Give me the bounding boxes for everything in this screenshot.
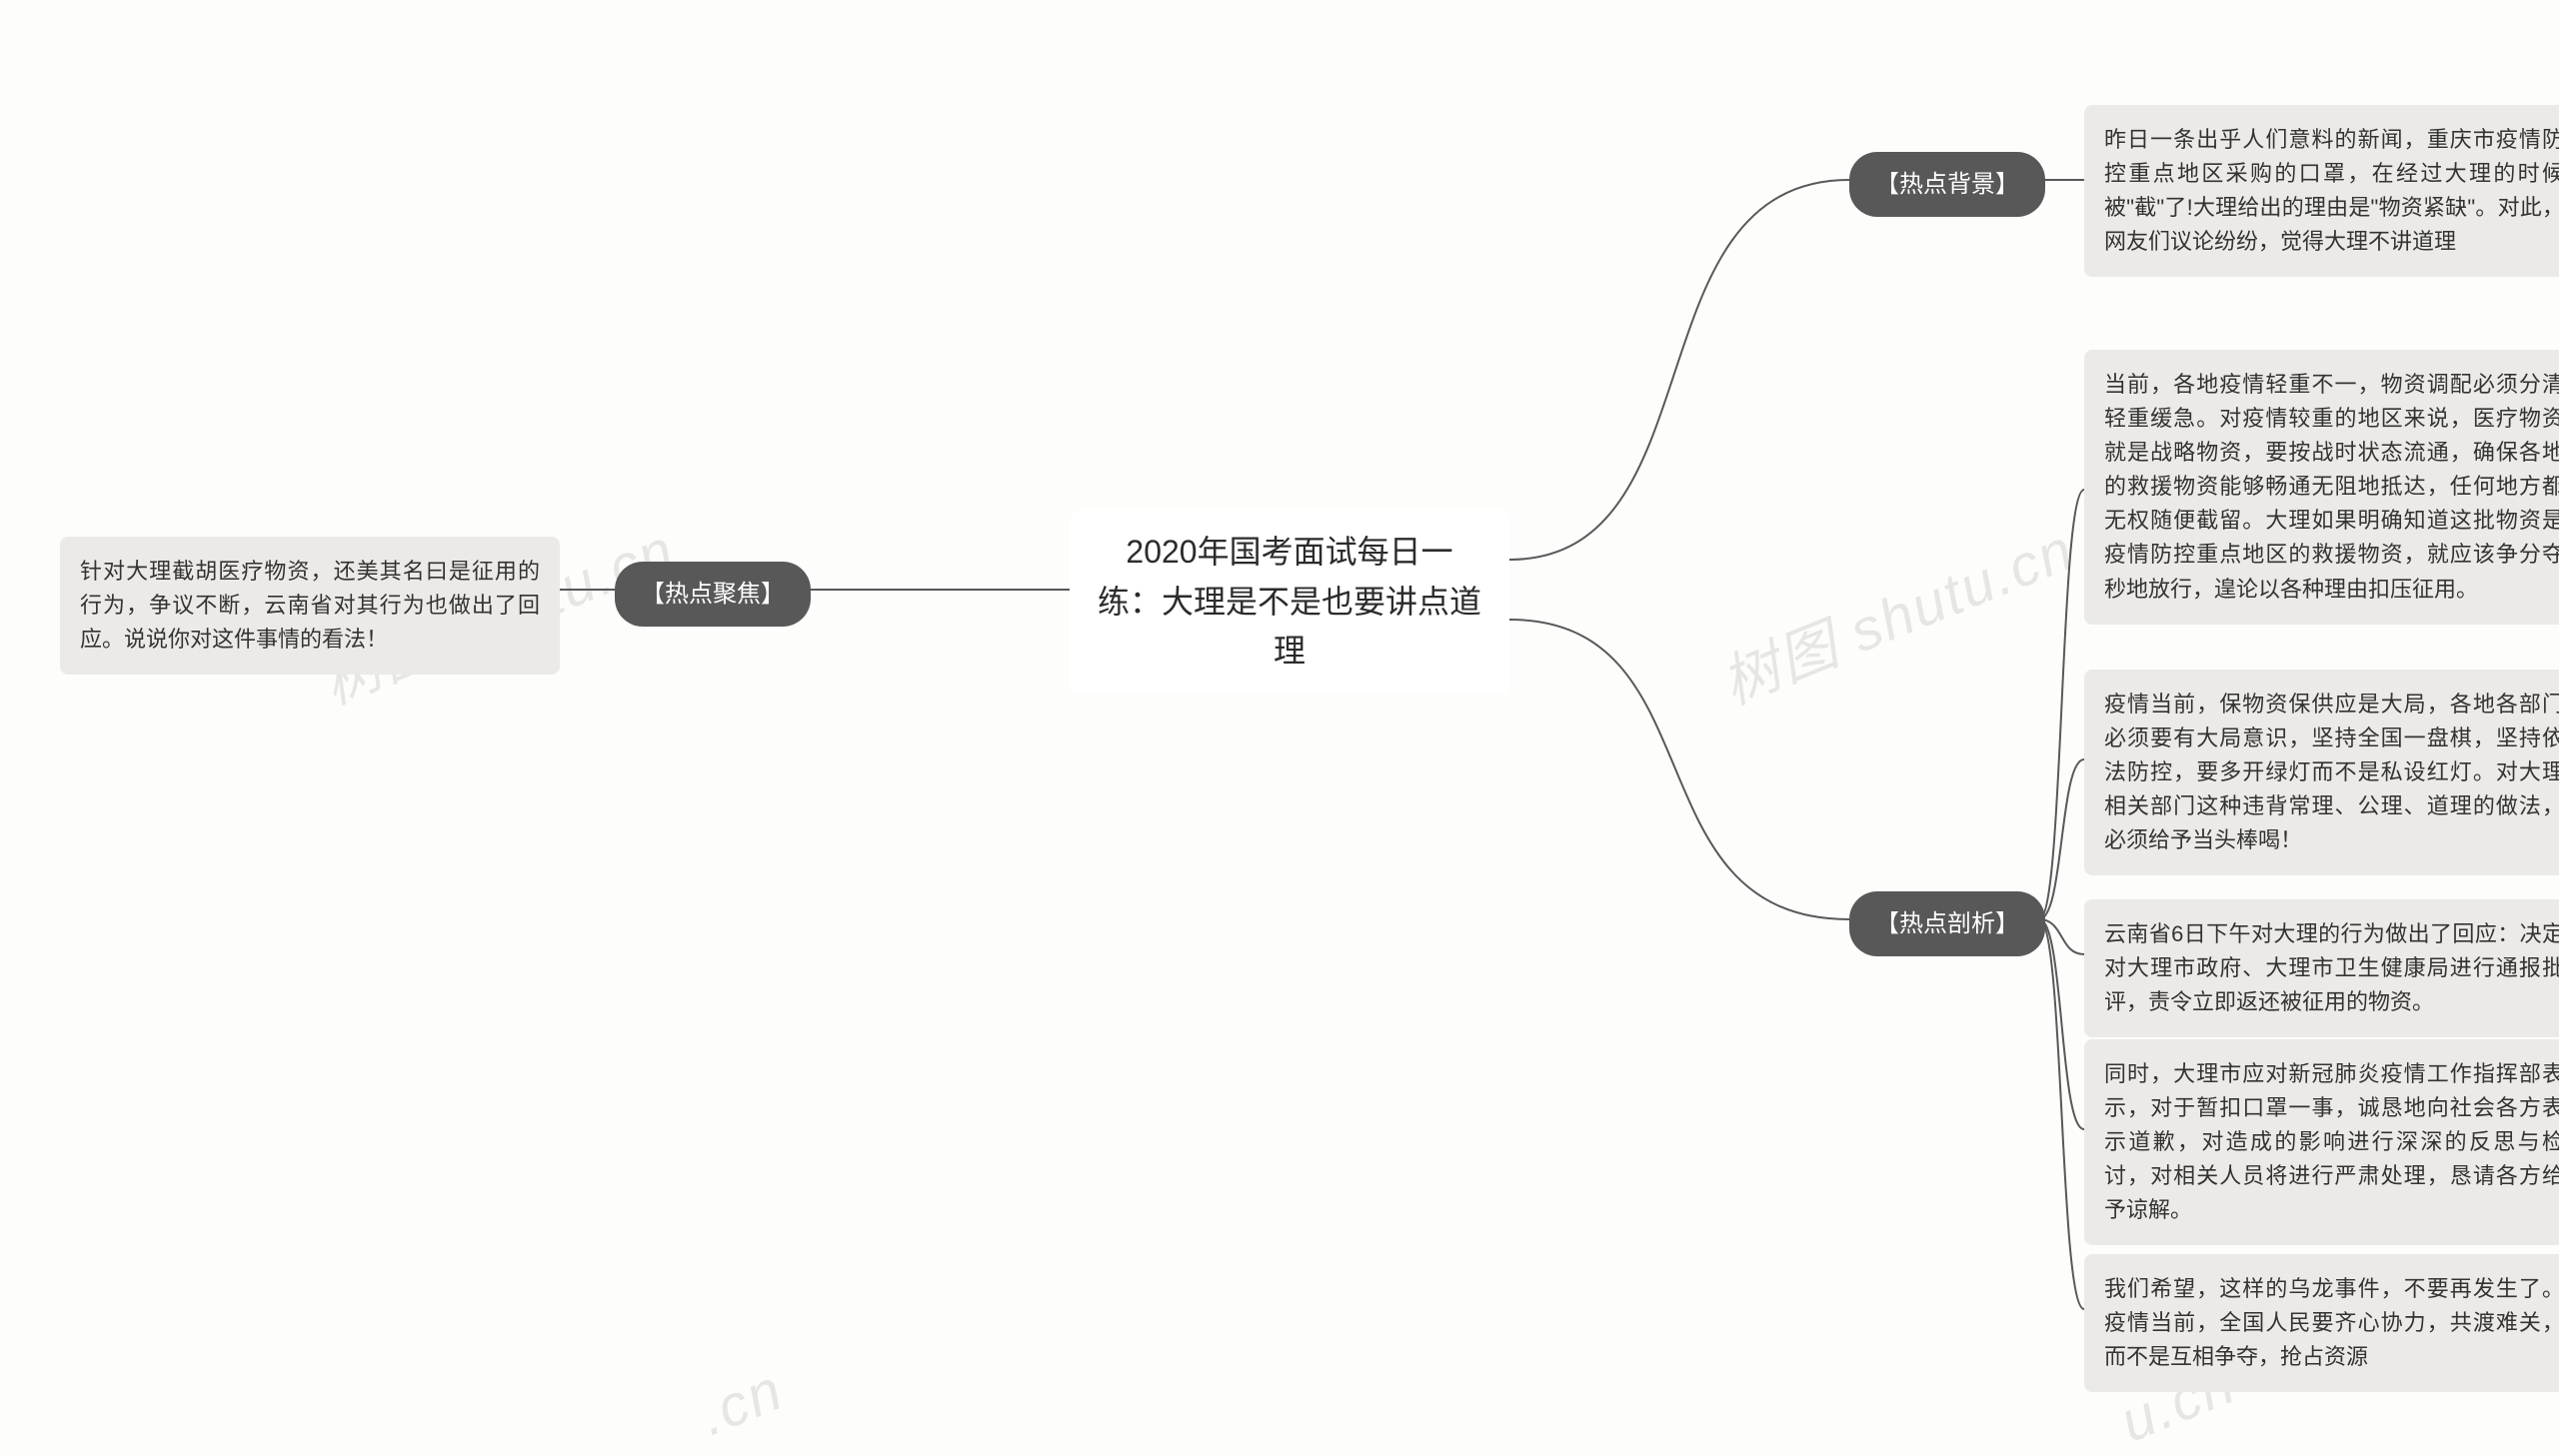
leaf-analysis-2[interactable]: 云南省6日下午对大理的行为做出了回应：决定对大理市政府、大理市卫生健康局进行通报… (2084, 899, 2559, 1037)
leaf-background-0[interactable]: 昨日一条出乎人们意料的新闻，重庆市疫情防控重点地区采购的口罩，在经过大理的时候被… (2084, 105, 2559, 277)
leaf-focus-0[interactable]: 针对大理截胡医疗物资，还美其名曰是征用的行为，争议不断，云南省对其行为也做出了回… (60, 537, 560, 675)
watermark: 树图 shutu.cn (1707, 503, 2085, 721)
branch-hotspot-background[interactable]: 【热点背景】 (1849, 152, 2045, 217)
leaf-analysis-1[interactable]: 疫情当前，保物资保供应是大局，各地各部门必须要有大局意识，坚持全国一盘棋，坚持依… (2084, 670, 2559, 875)
leaf-analysis-0[interactable]: 当前，各地疫情轻重不一，物资调配必须分清轻重缓急。对疫情较重的地区来说，医疗物资… (2084, 350, 2559, 625)
leaf-analysis-3[interactable]: 同时，大理市应对新冠肺炎疫情工作指挥部表示，对于暂扣口罩一事，诚恳地向社会各方表… (2084, 1039, 2559, 1245)
branch-hotspot-analysis[interactable]: 【热点剖析】 (1849, 891, 2045, 956)
mindmap-root[interactable]: 2020年国考面试每日一练：大理是不是也要讲点道理 (1070, 510, 1509, 695)
leaf-analysis-4[interactable]: 我们希望，这样的乌龙事件，不要再发生了。疫情当前，全国人民要齐心协力，共渡难关，… (2084, 1254, 2559, 1392)
branch-hotspot-focus[interactable]: 【热点聚焦】 (615, 562, 811, 627)
watermark: .cn (690, 1356, 792, 1449)
